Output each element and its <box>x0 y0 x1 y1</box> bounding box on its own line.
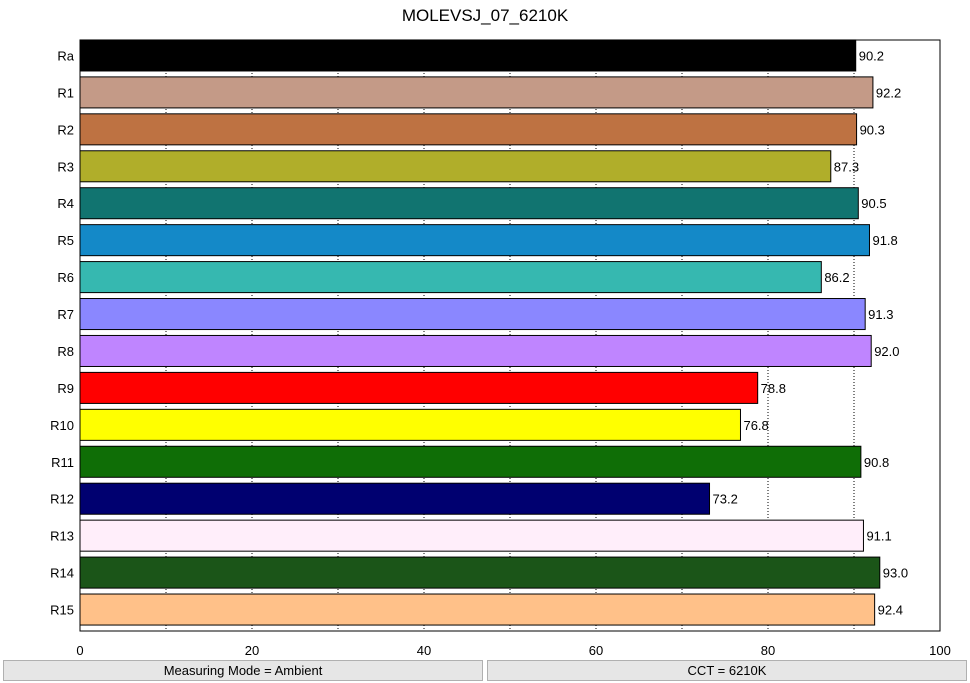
x-tick-label: 60 <box>589 643 603 658</box>
cct-box: CCT = 6210K <box>487 660 967 681</box>
value-label-r2: 90.3 <box>860 122 885 137</box>
bar-r1 <box>79 76 874 109</box>
bar-ra <box>79 39 857 72</box>
value-label-r13: 91.1 <box>866 529 891 544</box>
category-label-ra: Ra <box>57 48 74 63</box>
value-label-r12: 73.2 <box>713 492 738 507</box>
measuring-mode-label: Measuring Mode = Ambient <box>163 663 323 678</box>
bar-r3 <box>79 150 832 183</box>
value-label-r4: 90.5 <box>861 196 886 211</box>
category-label-r15: R15 <box>50 603 74 618</box>
bar-r4 <box>79 187 859 220</box>
bars <box>79 39 881 626</box>
value-label-r9: 78.8 <box>761 381 786 396</box>
value-label-r1: 92.2 <box>876 85 901 100</box>
category-label-r13: R13 <box>50 529 74 544</box>
category-label-r7: R7 <box>57 307 74 322</box>
value-label-r6: 86.2 <box>824 270 849 285</box>
category-label-r6: R6 <box>57 270 74 285</box>
x-axis-ticks: 0 20 40 60 80 100 <box>76 643 950 658</box>
value-label-ra: 90.2 <box>859 48 884 63</box>
x-tick-label: 0 <box>76 643 83 658</box>
measuring-mode-box: Measuring Mode = Ambient <box>3 660 483 681</box>
x-tick-label: 20 <box>245 643 259 658</box>
value-label-r15: 92.4 <box>878 603 903 618</box>
category-label-r14: R14 <box>50 566 74 581</box>
bar-r7 <box>79 298 866 331</box>
category-label-r12: R12 <box>50 492 74 507</box>
value-label-r14: 93.0 <box>883 566 908 581</box>
value-label-r10: 76.8 <box>743 418 768 433</box>
bar-chart: Ra R1 R2 R3 R4 R5 R6 R7 R8 R9 R10 R11 R12 R13 R14 R15 9… <box>50 39 951 658</box>
value-label-r8: 92.0 <box>874 344 899 359</box>
value-label-r5: 91.8 <box>872 233 897 248</box>
bar-r2 <box>79 113 858 146</box>
bar-r8 <box>79 334 872 367</box>
category-label-r4: R4 <box>57 196 74 211</box>
value-label-r3: 87.3 <box>834 159 859 174</box>
category-label-r10: R10 <box>50 418 74 433</box>
bar-r15 <box>79 593 876 626</box>
category-label-r11: R11 <box>51 455 74 470</box>
category-label-r3: R3 <box>57 159 74 174</box>
bar-r12 <box>79 482 711 515</box>
cct-label: CCT = 6210K <box>687 663 767 678</box>
x-tick-label: 80 <box>761 643 775 658</box>
value-labels: 90.2 92.2 90.3 87.3 90.5 91.8 86.2 91.3 92.0 78.8… <box>713 48 909 617</box>
category-label-r1: R1 <box>57 85 74 100</box>
bar-r10 <box>79 408 741 441</box>
category-label-r2: R2 <box>57 122 74 137</box>
x-tick-label: 100 <box>929 643 951 658</box>
x-tick-label: 40 <box>417 643 431 658</box>
category-label-r5: R5 <box>57 233 74 248</box>
bar-r11 <box>79 445 862 478</box>
category-label-r8: R8 <box>57 344 74 359</box>
bar-r5 <box>79 224 870 257</box>
bar-r14 <box>79 556 881 589</box>
value-label-r11: 90.8 <box>864 455 889 470</box>
chart-title: MOLEVSJ_07_6210K <box>401 6 569 25</box>
bar-r6 <box>79 261 822 294</box>
category-label-r9: R9 <box>57 381 74 396</box>
value-label-r7: 91.3 <box>868 307 893 322</box>
bar-r9 <box>79 371 759 404</box>
bar-r13 <box>79 519 864 552</box>
category-labels: Ra R1 R2 R3 R4 R5 R6 R7 R8 R9 R10 R11 R12 R13 R14 R15 <box>50 48 75 617</box>
